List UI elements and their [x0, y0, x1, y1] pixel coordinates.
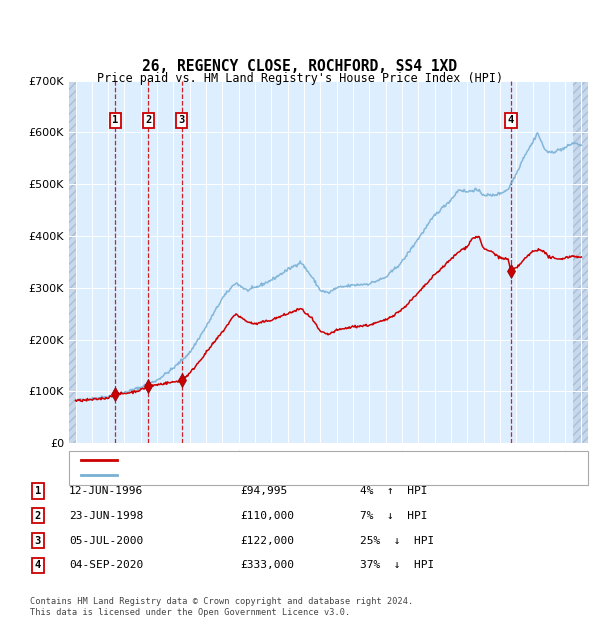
Text: 05-JUL-2000: 05-JUL-2000	[69, 536, 143, 546]
Text: £94,995: £94,995	[240, 486, 287, 496]
Text: 4%  ↑  HPI: 4% ↑ HPI	[360, 486, 427, 496]
Text: 3: 3	[178, 115, 185, 125]
Bar	[69, 81, 76, 443]
Text: 26, REGENCY CLOSE, ROCHFORD, SS4 1XD: 26, REGENCY CLOSE, ROCHFORD, SS4 1XD	[143, 60, 458, 74]
Text: 26, REGENCY CLOSE, ROCHFORD, SS4 1XD (detached house): 26, REGENCY CLOSE, ROCHFORD, SS4 1XD (de…	[124, 455, 455, 465]
Text: 1: 1	[112, 115, 118, 125]
Text: Contains HM Land Registry data © Crown copyright and database right 2024.
This d: Contains HM Land Registry data © Crown c…	[30, 598, 413, 617]
Text: £333,000: £333,000	[240, 560, 294, 570]
Text: 1: 1	[35, 486, 41, 496]
Text: 4: 4	[508, 115, 514, 125]
Bar	[574, 81, 588, 443]
Text: £122,000: £122,000	[240, 536, 294, 546]
Text: 4: 4	[35, 560, 41, 570]
Text: 37%  ↓  HPI: 37% ↓ HPI	[360, 560, 434, 570]
Text: 04-SEP-2020: 04-SEP-2020	[69, 560, 143, 570]
Text: Price paid vs. HM Land Registry's House Price Index (HPI): Price paid vs. HM Land Registry's House …	[97, 72, 503, 84]
Text: 2: 2	[35, 511, 41, 521]
Text: £110,000: £110,000	[240, 511, 294, 521]
Text: 3: 3	[35, 536, 41, 546]
Text: 23-JUN-1998: 23-JUN-1998	[69, 511, 143, 521]
Text: 7%  ↓  HPI: 7% ↓ HPI	[360, 511, 427, 521]
Text: 12-JUN-1996: 12-JUN-1996	[69, 486, 143, 496]
Text: HPI: Average price, detached house, Rochford: HPI: Average price, detached house, Roch…	[124, 470, 399, 480]
Text: 2: 2	[145, 115, 152, 125]
Text: 25%  ↓  HPI: 25% ↓ HPI	[360, 536, 434, 546]
